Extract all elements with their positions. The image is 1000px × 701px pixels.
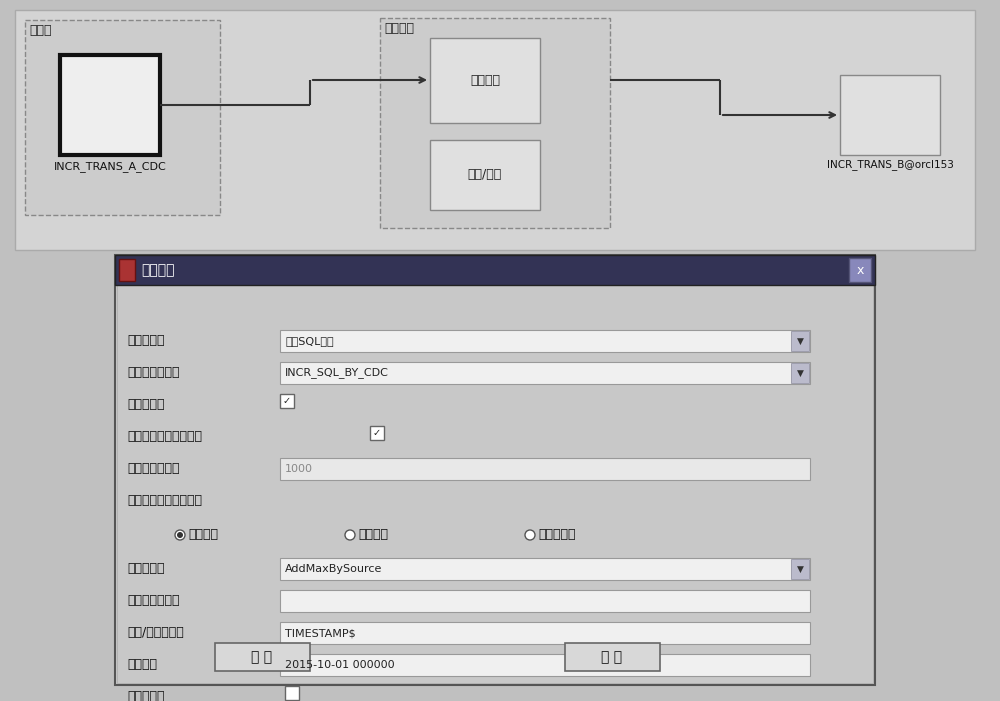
Bar <box>430 38 540 123</box>
Bar <box>849 258 871 282</box>
Text: INCR_TRANS_A_CDC: INCR_TRANS_A_CDC <box>54 161 166 172</box>
Text: 数据库数据提交类型：: 数据库数据提交类型： <box>127 494 202 508</box>
Text: x: x <box>856 264 864 276</box>
Bar <box>280 622 810 644</box>
Bar <box>115 255 875 685</box>
Text: 动态SQL规则: 动态SQL规则 <box>285 336 334 346</box>
Bar <box>791 363 809 383</box>
Bar <box>280 654 810 676</box>
Text: INCR_SQL_BY_CDC: INCR_SQL_BY_CDC <box>285 367 389 379</box>
Text: ▼: ▼ <box>797 564 803 573</box>
Text: 采用系统缺省缓存数？: 采用系统缺省缓存数？ <box>127 430 202 444</box>
Text: 放 弃: 放 弃 <box>601 650 623 664</box>
Text: TIMESTAMP$: TIMESTAMP$ <box>285 628 356 638</box>
Text: 转换/逻辑: 转换/逻辑 <box>468 168 502 182</box>
Text: ▼: ▼ <box>797 369 803 378</box>
Text: 动态规则标识：: 动态规则标识： <box>127 367 180 379</box>
Text: 单行处理？: 单行处理？ <box>127 398 164 411</box>
Text: 增量类型：: 增量类型： <box>127 562 164 576</box>
Bar <box>119 259 135 281</box>
Bar <box>565 643 660 671</box>
Bar <box>380 18 610 228</box>
Text: 间隔/依据字段：: 间隔/依据字段： <box>127 627 184 639</box>
Text: 按块提交: 按块提交 <box>358 529 388 541</box>
Text: 条件类型：: 条件类型： <box>127 334 164 348</box>
Bar <box>285 686 299 700</box>
Circle shape <box>525 530 535 540</box>
Bar <box>840 75 940 155</box>
Circle shape <box>175 530 185 540</box>
Bar <box>280 394 294 408</box>
Text: 起始值：: 起始值： <box>127 658 157 672</box>
Bar <box>791 331 809 351</box>
Text: AddMaxBySource: AddMaxBySource <box>285 564 382 574</box>
Bar <box>280 458 810 480</box>
Circle shape <box>177 532 183 538</box>
Bar <box>370 426 384 440</box>
Bar <box>215 643 310 671</box>
Text: 2015-10-01 000000: 2015-10-01 000000 <box>285 660 395 670</box>
Bar <box>280 362 810 384</box>
Circle shape <box>345 530 355 540</box>
Bar <box>791 559 809 579</box>
Text: 处理缓存行数：: 处理缓存行数： <box>127 463 180 475</box>
Text: 数据加工: 数据加工 <box>384 22 414 35</box>
Text: ✓: ✓ <box>283 396 291 406</box>
Bar <box>25 20 220 215</box>
Text: INCR_TRANS_B@orcl153: INCR_TRANS_B@orcl153 <box>827 159 953 170</box>
Text: 增量控制生成器: 增量控制生成器 <box>127 594 180 608</box>
Bar <box>280 590 810 612</box>
Bar <box>117 285 873 683</box>
Text: 按行提交: 按行提交 <box>188 529 218 541</box>
Text: 条件设置: 条件设置 <box>141 263 175 277</box>
Bar <box>280 558 810 580</box>
Text: ✓: ✓ <box>373 428 381 438</box>
Text: 数据源: 数据源 <box>29 24 52 37</box>
Text: 完成后提交: 完成后提交 <box>538 529 576 541</box>
Bar <box>115 255 875 285</box>
Text: 并行处理？: 并行处理？ <box>127 690 164 701</box>
Bar <box>60 55 160 155</box>
Text: 选择字段: 选择字段 <box>470 74 500 86</box>
Bar <box>430 140 540 210</box>
Text: 1000: 1000 <box>285 464 313 474</box>
Bar <box>280 330 810 352</box>
Bar <box>15 10 975 250</box>
Text: ▼: ▼ <box>797 336 803 346</box>
Text: 确 认: 确 认 <box>251 650 273 664</box>
